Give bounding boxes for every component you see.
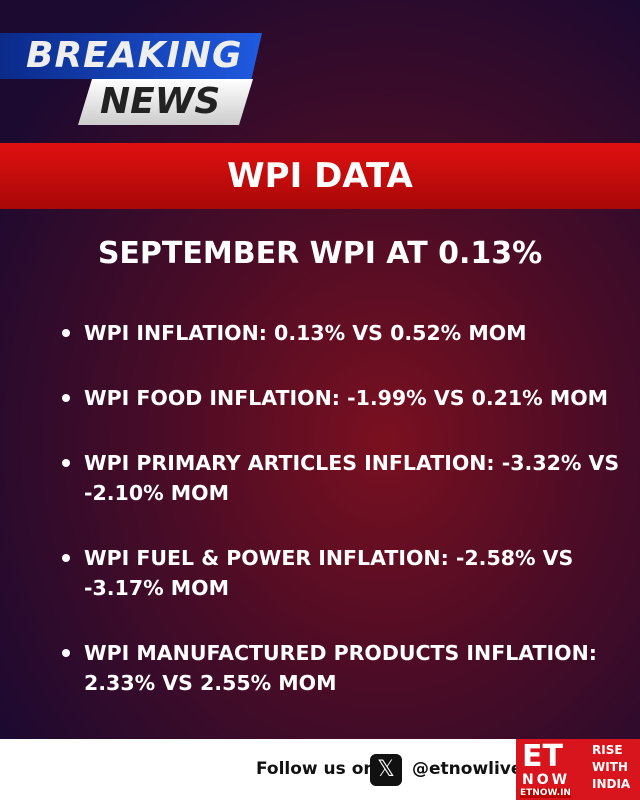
logo-url: ETNOW.IN [520,788,571,798]
title: WPI DATA [227,156,413,196]
social-handle[interactable]: @etnowlive [412,759,523,779]
logo-now: NOW [522,772,571,788]
footer: Follow us on 𝕏 @etnowlive ET NOW ETNOW.I… [0,739,640,800]
list-item: WPI FUEL & POWER INFLATION: -2.58% VS -3… [62,543,622,603]
list-item: WPI INFLATION: 0.13% VS 0.52% MOM [62,318,622,348]
x-logo-icon[interactable]: 𝕏 [370,754,402,786]
list-item: WPI FOOD INFLATION: -1.99% VS 0.21% MOM [62,383,622,413]
title-band: WPI DATA [0,143,640,209]
logo-et: ET [522,739,563,774]
et-now-logo: ET NOW ETNOW.IN RISE WITH INDIA [516,739,640,800]
list-item: WPI PRIMARY ARTICLES INFLATION: -3.32% V… [62,448,622,508]
breaking-text: BREAKING [26,35,243,76]
list-item: WPI MANUFACTURED PRODUCTS INFLATION: 2.3… [62,638,622,698]
news-banner: NEWS [78,79,253,125]
follow-text: Follow us on [256,759,376,779]
bullet-list: WPI INFLATION: 0.13% VS 0.52% MOM WPI FO… [62,318,622,733]
news-text: NEWS [100,81,221,122]
tagline: RISE WITH INDIA [592,743,631,791]
breaking-banner: BREAKING [0,33,262,79]
headline: SEPTEMBER WPI AT 0.13% [97,236,543,271]
